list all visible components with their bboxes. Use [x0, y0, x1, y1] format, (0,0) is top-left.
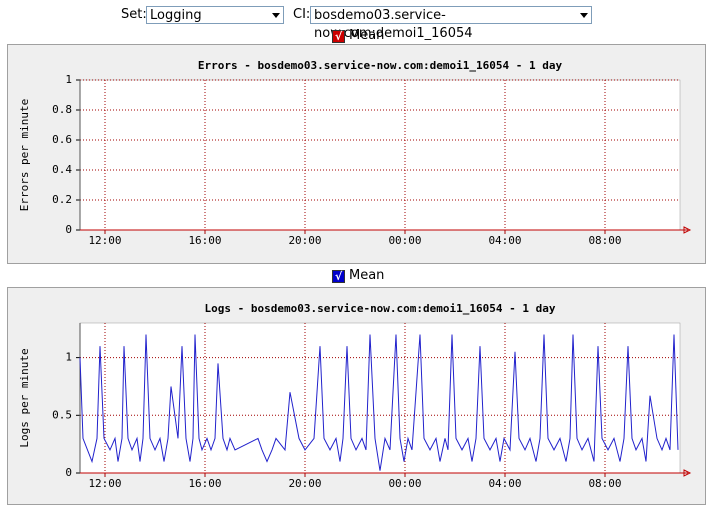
x-axis-arrow	[683, 226, 692, 234]
y-tick-label: 0.4	[52, 163, 72, 176]
y-tick-label: 0	[65, 466, 72, 479]
x-tick-label: 08:00	[588, 477, 621, 490]
plot-area	[79, 79, 681, 231]
mean-label: Mean	[349, 28, 385, 43]
mean-checkbox[interactable]: √	[332, 270, 345, 283]
series-line	[79, 334, 679, 471]
y-tick-label: 0.8	[52, 103, 72, 116]
chart-title: Errors - bosdemo03.service-now.com:demoi…	[198, 59, 563, 72]
chart: Errors - bosdemo03.service-now.com:demoi…	[18, 59, 692, 247]
x-tick-label: 00:00	[388, 234, 421, 247]
set-value: Logging	[150, 8, 202, 23]
y-tick-label: 0	[65, 223, 72, 236]
ci-value: bosdemo03.service-now.com:demoi1_16054	[314, 8, 473, 41]
x-tick-label: 08:00	[588, 234, 621, 247]
y-tick-label: 1	[65, 73, 72, 86]
x-tick-label: 00:00	[388, 477, 421, 490]
x-tick-label: 20:00	[288, 477, 321, 490]
set-label: Set:	[121, 7, 147, 22]
chart-panel: Logs - bosdemo03.service-now.com:demoi1_…	[7, 287, 706, 505]
ci-select[interactable]: bosdemo03.service-now.com:demoi1_16054	[310, 6, 592, 41]
x-tick-label: 16:00	[188, 234, 221, 247]
y-axis-label: Errors per minute	[18, 99, 31, 212]
y-tick-label: 0.5	[52, 408, 72, 421]
mean-checkbox[interactable]: √	[332, 30, 345, 43]
x-tick-label: 04:00	[488, 477, 521, 490]
x-tick-label: 12:00	[88, 234, 121, 247]
chart-panel: Errors - bosdemo03.service-now.com:demoi…	[7, 44, 706, 264]
y-tick-label: 1	[65, 351, 72, 364]
x-tick-label: 20:00	[288, 234, 321, 247]
y-tick-label: 0.6	[52, 133, 72, 146]
x-tick-label: 16:00	[188, 477, 221, 490]
set-select[interactable]: Logging	[146, 6, 284, 24]
chart: Logs - bosdemo03.service-now.com:demoi1_…	[18, 302, 692, 490]
ci-label: CI:	[293, 7, 311, 22]
y-axis-label: Logs per minute	[18, 348, 31, 447]
mean-label: Mean	[349, 268, 385, 283]
x-tick-label: 12:00	[88, 477, 121, 490]
x-axis-arrow	[683, 469, 692, 477]
chart-title: Logs - bosdemo03.service-now.com:demoi1_…	[205, 302, 556, 315]
y-tick-label: 0.2	[52, 193, 72, 206]
x-tick-label: 04:00	[488, 234, 521, 247]
